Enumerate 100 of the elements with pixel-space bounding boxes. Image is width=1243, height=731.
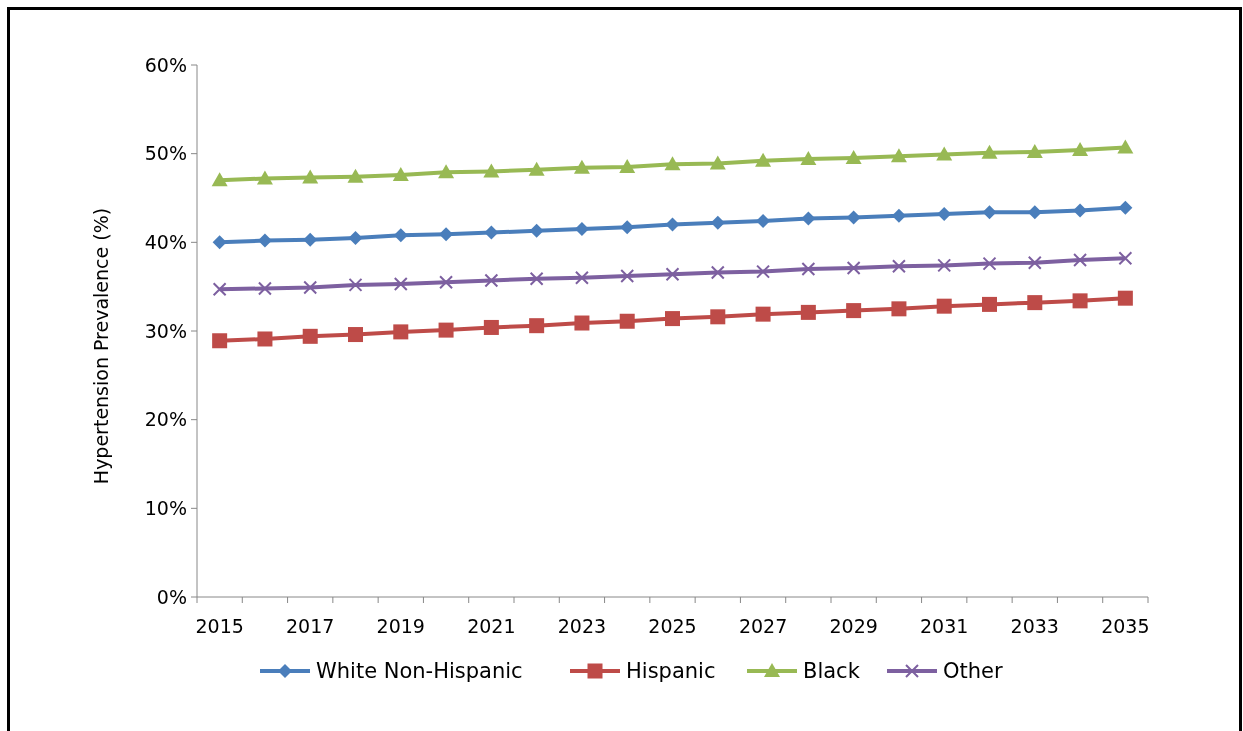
point <box>574 270 589 285</box>
x-tick-label: 2033 <box>1010 615 1059 637</box>
point <box>846 210 861 225</box>
point <box>665 217 680 232</box>
point <box>620 220 635 235</box>
point <box>1117 139 1134 154</box>
point <box>1027 295 1043 311</box>
point <box>845 150 862 165</box>
y-tick-label: 20% <box>144 408 187 431</box>
y-tick-label: 0% <box>156 585 187 608</box>
point <box>936 298 952 314</box>
point <box>212 235 227 250</box>
point <box>1118 200 1133 215</box>
point <box>348 327 363 343</box>
point <box>483 163 500 178</box>
point <box>392 166 409 181</box>
point <box>755 152 772 167</box>
point <box>257 331 273 347</box>
legend-label: Other <box>943 659 1003 684</box>
point <box>800 304 816 320</box>
x-tick-label: 2019 <box>376 615 425 637</box>
point <box>891 301 907 317</box>
y-tick-label: 50% <box>144 142 187 165</box>
point <box>1072 142 1089 157</box>
point <box>709 155 726 170</box>
point <box>620 269 635 284</box>
point <box>1027 255 1042 270</box>
legend-label: White Non-Hispanic <box>316 659 523 684</box>
point <box>257 233 272 248</box>
x-tick-label: 2017 <box>286 615 335 637</box>
point <box>800 150 817 165</box>
point <box>664 156 681 171</box>
point <box>710 215 725 230</box>
point <box>1118 251 1133 266</box>
point <box>348 277 363 292</box>
point <box>891 259 906 274</box>
point <box>981 144 998 159</box>
point <box>393 228 408 243</box>
point <box>1027 205 1042 220</box>
point <box>756 264 771 279</box>
x-tick-label: 2029 <box>829 615 878 637</box>
point <box>529 318 545 334</box>
y-tick-label: 60% <box>144 53 187 76</box>
point <box>846 261 861 276</box>
point <box>438 164 455 179</box>
point <box>347 168 364 183</box>
point <box>801 261 816 276</box>
point <box>573 159 590 174</box>
x-tick-label: 2035 <box>1101 615 1150 637</box>
point <box>393 324 409 340</box>
point <box>756 214 771 229</box>
point <box>1026 143 1043 158</box>
x-tick-label: 2021 <box>467 615 516 637</box>
x-tick-label: 2027 <box>738 615 788 637</box>
point <box>528 161 545 176</box>
x-tick-label: 2025 <box>648 615 697 637</box>
point <box>393 277 408 292</box>
point <box>890 148 907 163</box>
point <box>212 333 228 349</box>
point <box>619 158 636 173</box>
point <box>484 273 499 288</box>
point <box>710 265 725 280</box>
point <box>1117 290 1133 306</box>
x-tick-label: 2023 <box>557 615 607 637</box>
point <box>529 271 544 286</box>
x-tick-label: 2015 <box>195 615 244 637</box>
point <box>936 146 953 161</box>
point <box>439 275 454 290</box>
point <box>937 258 952 273</box>
point <box>574 315 590 331</box>
point <box>846 303 862 319</box>
y-axis-title: Hypertension Prevalence (%) <box>90 207 112 485</box>
x-tick-label: 2031 <box>920 615 969 637</box>
point <box>619 313 635 329</box>
y-tick-label: 10% <box>144 496 187 519</box>
point <box>755 306 771 322</box>
point <box>438 322 454 338</box>
point <box>256 170 273 185</box>
point <box>665 267 680 282</box>
point <box>982 205 997 220</box>
point <box>211 172 228 187</box>
point <box>1072 293 1088 309</box>
point <box>348 230 363 245</box>
point <box>302 328 318 344</box>
point <box>303 232 318 247</box>
point <box>1073 253 1088 268</box>
legend-label: Hispanic <box>626 659 716 684</box>
point <box>439 227 454 242</box>
point <box>937 206 952 221</box>
y-tick-label: 40% <box>144 230 187 253</box>
point <box>212 282 227 297</box>
legend-label: Black <box>803 659 861 684</box>
y-tick-label: 30% <box>144 319 187 342</box>
point <box>257 281 272 296</box>
point <box>1073 203 1088 218</box>
point <box>302 169 319 184</box>
point <box>710 309 726 325</box>
point <box>483 319 499 335</box>
point <box>982 296 997 312</box>
point <box>891 208 906 223</box>
